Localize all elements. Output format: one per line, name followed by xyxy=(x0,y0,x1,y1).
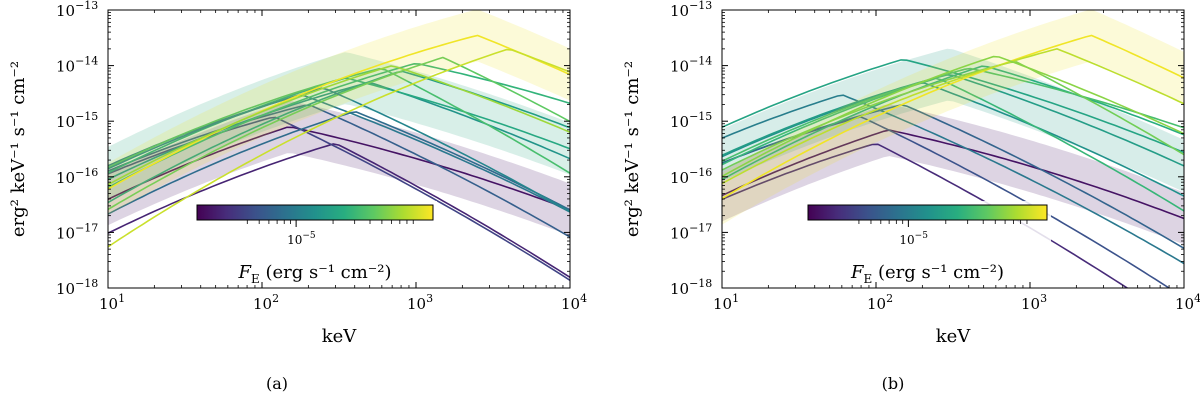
y-tick-label: 10−15 xyxy=(670,110,712,131)
colorbar-tick-label: 10−5 xyxy=(287,231,316,247)
series-line-s5 xyxy=(722,94,1184,265)
x-tick-label: 101 xyxy=(713,292,739,313)
y-tick-label: 10−18 xyxy=(670,277,712,298)
y-tick-label: 10−14 xyxy=(670,55,712,76)
band-s14 xyxy=(108,10,570,216)
series-line-s6 xyxy=(722,82,1184,197)
x-tick-label: 104 xyxy=(1175,292,1200,313)
colorbar: 10−5 FE (erg s⁻¹ cm⁻²) xyxy=(804,201,1051,286)
panel-caption: (a) xyxy=(266,374,288,393)
plot-area-a xyxy=(108,10,570,281)
series-line-s4 xyxy=(108,104,570,238)
x-tick-label: 101 xyxy=(99,292,125,313)
colorbar-label: FE (erg s⁻¹ cm⁻²) xyxy=(237,262,391,286)
colorbar-gradient xyxy=(196,204,434,221)
series-line-s13 xyxy=(108,87,570,213)
colorbar: 10−5 FE (erg s⁻¹ cm⁻²) xyxy=(193,201,437,286)
band-s13 xyxy=(722,10,1184,225)
series-line-s8 xyxy=(108,70,570,204)
band-s1 xyxy=(108,101,570,236)
x-tick-label: 103 xyxy=(407,292,433,313)
series-line-s15 xyxy=(108,48,570,248)
colorbar-tick-label: 10−5 xyxy=(899,231,928,247)
series-line-s10 xyxy=(722,67,1184,163)
series-line-s11 xyxy=(722,61,1184,171)
x-tick-label: 104 xyxy=(561,292,587,313)
band-s1 xyxy=(722,104,1184,245)
panel-a: 101 102 103 104 10−18 10−17 10−16 10−15 10−14 10−… xyxy=(8,0,587,393)
y-axis-label: erg² keV⁻¹ s⁻¹ cm⁻² xyxy=(622,61,643,237)
series-line-s2 xyxy=(722,143,1129,288)
axes-frame xyxy=(721,9,1185,289)
series-line-s12 xyxy=(722,77,1184,212)
x-tick-label: 102 xyxy=(253,292,279,313)
y-tick-label: 10−16 xyxy=(56,166,98,187)
x-tick-label: 103 xyxy=(1021,292,1047,313)
series-line-s16 xyxy=(108,65,570,186)
series-line-s8 xyxy=(722,65,1184,181)
panel-caption: (b) xyxy=(882,374,905,393)
x-tick-label: 102 xyxy=(867,292,893,313)
x-axis-label: keV xyxy=(936,326,972,347)
y-tick-label: 10−13 xyxy=(56,0,98,20)
series-line-s14 xyxy=(108,34,570,190)
series-line-s13 xyxy=(722,34,1184,200)
series-line-s7 xyxy=(108,81,570,181)
colorbar-label: FE (erg s⁻¹ cm⁻²) xyxy=(850,262,1004,286)
band-s7 xyxy=(722,48,1184,192)
y-tick-label: 10−16 xyxy=(670,166,712,187)
y-tick-label: 10−18 xyxy=(56,277,98,298)
x-axis-label: keV xyxy=(322,326,358,347)
series-line-s1 xyxy=(108,126,570,211)
panel-b: 101 102 103 104 10−18 10−17 10−16 10−15 10−14 10−… xyxy=(622,0,1200,393)
y-tick-label: 10−17 xyxy=(670,221,712,242)
series-line-s15 xyxy=(722,55,1184,178)
y-tick-label: 10−13 xyxy=(670,0,712,20)
colorbar-gradient xyxy=(807,204,1048,221)
y-tick-label: 10−14 xyxy=(56,55,98,76)
y-tick-label: 10−15 xyxy=(56,110,98,131)
series-line-s14 xyxy=(722,48,1184,185)
y-axis-label: erg² keV⁻¹ s⁻¹ cm⁻² xyxy=(8,61,29,237)
y-tick-label: 10−17 xyxy=(56,221,98,242)
series-line-s1 xyxy=(722,129,1184,220)
axes-frame xyxy=(107,9,571,289)
band-s9 xyxy=(108,52,570,199)
plot-area-b xyxy=(722,10,1184,288)
